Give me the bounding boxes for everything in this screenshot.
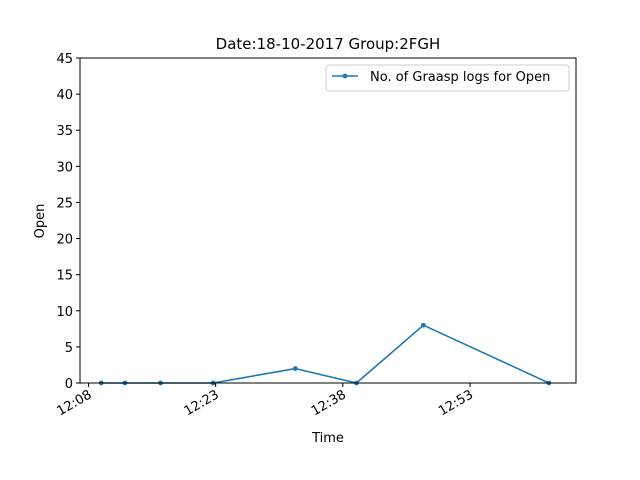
x-tick-label: 12:23	[182, 387, 222, 419]
y-axis-label: Open	[33, 204, 48, 239]
plot-area-frame	[79, 57, 577, 384]
x-tick-label: 12:38	[309, 387, 349, 419]
legend: No. of Graasp logs for Open	[325, 64, 570, 92]
x-tick-label: 12:08	[55, 387, 95, 419]
y-tick-label: 10	[56, 305, 73, 320]
y-tick-label: 35	[56, 124, 73, 139]
y-tick-label: 0	[65, 377, 73, 392]
legend-box	[325, 64, 570, 92]
chart-title: Date:18-10-2017 Group:2FGH	[216, 35, 441, 53]
y-tick-label: 45	[56, 52, 73, 67]
y-axis-ticks: 0 5 10 15 20 25 30 35 40 45	[56, 52, 80, 392]
y-tick-label: 25	[56, 196, 73, 211]
y-tick-label: 40	[56, 88, 73, 103]
x-tick-label: 12:53	[436, 387, 476, 419]
y-tick-label: 30	[56, 160, 73, 175]
legend-entry-label: No. of Graasp logs for Open	[370, 70, 550, 85]
legend-point-marker	[342, 73, 348, 79]
x-axis-label: Time	[311, 431, 344, 446]
data-point	[420, 322, 426, 328]
y-tick-label: 15	[56, 269, 73, 284]
data-point	[292, 366, 298, 371]
y-tick-label: 20	[56, 233, 73, 248]
x-axis-ticks: 12:08 12:23 12:38 12:53	[55, 383, 476, 419]
series-layer	[98, 322, 552, 386]
y-tick-label: 5	[65, 341, 73, 356]
series-line	[101, 324, 550, 384]
